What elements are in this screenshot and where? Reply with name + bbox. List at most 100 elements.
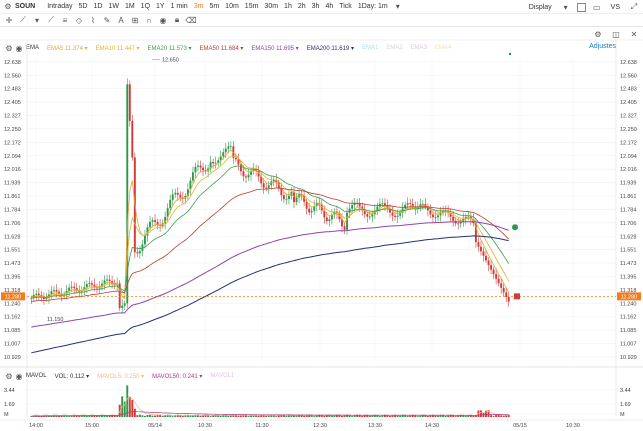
adjust-label[interactable]: Adjustes — [589, 43, 616, 50]
candle-body — [265, 187, 268, 189]
settings-icon[interactable]: ⚙ — [5, 43, 13, 53]
brush-icon[interactable]: ✎ — [103, 15, 111, 25]
candle-body — [128, 84, 131, 121]
range-1m[interactable]: 1M — [124, 3, 135, 10]
fib-icon[interactable]: ≡ — [62, 15, 68, 25]
interval-15m[interactable]: 15m — [244, 3, 259, 10]
legend-ema200[interactable]: EMA200 11.619 ▾ — [306, 45, 354, 52]
time-axis-label: 15:00 — [85, 423, 99, 429]
interval-30m[interactable]: 30m — [264, 3, 279, 10]
candle-body — [295, 197, 298, 203]
crosshair-icon[interactable]: ✛ — [5, 15, 13, 25]
volume-bar — [454, 416, 457, 417]
volume-bar — [401, 414, 404, 417]
range-1w[interactable]: 1W — [108, 3, 119, 10]
interval-1h[interactable]: 1h — [284, 3, 292, 10]
legend-ema20[interactable]: EMA20 11.573 ▾ — [147, 45, 192, 52]
volume-bar — [391, 414, 394, 417]
vol-legend-mavol50[interactable]: MAVOL50: 0.241 ▾ — [152, 373, 203, 380]
legend-ema1[interactable]: EMA1 — [361, 44, 379, 51]
vol-legend-mavol5[interactable]: MAVOL5: 0.250 ▾ — [97, 373, 145, 380]
volume-bar — [298, 414, 301, 417]
range-1d[interactable]: 1D — [93, 3, 103, 10]
price-axis-label-right: 11.085 — [620, 328, 636, 334]
interval-3h[interactable]: 3h — [311, 3, 320, 10]
interval-tick[interactable]: Tick — [339, 3, 352, 10]
legend-ema150[interactable]: EMA150 11.695 ▾ — [251, 45, 299, 52]
price-axis-label-left: 12.638 — [4, 60, 21, 66]
candle-body — [285, 199, 288, 200]
time-axis-label: 14:00 — [29, 423, 43, 429]
legend-ema2[interactable]: EMA2 — [386, 44, 403, 51]
settings-icon[interactable]: ⚙ — [5, 371, 13, 381]
interval-10m[interactable]: 10m — [225, 3, 239, 10]
interval-5m[interactable]: 5m — [209, 3, 220, 10]
eye-icon[interactable]: ◉ — [15, 371, 23, 381]
eye-icon[interactable]: ◉ — [159, 15, 167, 25]
vs-button[interactable]: VS — [610, 3, 620, 11]
candle-body — [348, 208, 351, 213]
magnet-icon[interactable]: ∩ — [146, 15, 152, 25]
chevron-down-icon[interactable]: ▾ — [395, 2, 400, 11]
candle-body — [409, 203, 412, 204]
interval-4h[interactable]: 4h — [325, 3, 334, 10]
eye-icon[interactable]: ◉ — [15, 43, 23, 53]
range-1y[interactable]: 1Y — [156, 3, 165, 10]
range-1q[interactable]: 1Q — [140, 3, 151, 10]
line-tool-icon[interactable]: ⟋ — [20, 15, 26, 24]
legend-ema10[interactable]: EMA10 11.447 ▾ — [95, 45, 140, 52]
gear-icon[interactable]: ⚙ — [4, 2, 12, 11]
legend-ema50[interactable]: EMA50 11.684 ▾ — [199, 45, 244, 52]
indicator-name[interactable]: EMA — [26, 45, 40, 51]
chevron-down-icon[interactable]: ▾ — [563, 2, 568, 12]
text-icon[interactable]: A — [118, 15, 124, 25]
candle-body — [411, 203, 414, 207]
price-axis-label-right: 12.638 — [620, 60, 637, 66]
candle-body — [229, 146, 232, 148]
interval-2h[interactable]: 2h — [297, 3, 306, 10]
legend-ema4[interactable]: EMA4 — [434, 44, 452, 51]
volume-axis-label-left: M — [4, 412, 9, 418]
volume-bar — [404, 414, 407, 417]
candle-body — [472, 219, 475, 224]
interval-1min[interactable]: 1 min — [170, 3, 188, 10]
vol-legend-vol[interactable]: VOL: 0.112 ▾ — [54, 373, 90, 380]
interval-1day-dropdown[interactable]: 1Day: 1m — [357, 3, 388, 10]
measure-icon[interactable]: ⊞ — [131, 15, 139, 25]
shape-icon[interactable]: ◇ — [75, 15, 83, 25]
volume-indicator-name[interactable]: MAVOL — [26, 373, 47, 379]
interval-3m[interactable]: 3m — [193, 3, 204, 10]
settings-icon[interactable]: ⚙ — [594, 30, 602, 39]
candle-body — [234, 157, 237, 160]
trash-icon[interactable]: ⌫ — [185, 15, 197, 25]
volume-bar — [131, 400, 134, 417]
candle-body — [500, 283, 503, 288]
trend-icon[interactable]: ⟋ — [48, 15, 54, 24]
close-icon[interactable]: ✕ — [630, 30, 638, 39]
volume-bar — [224, 414, 227, 417]
ema10-line — [31, 155, 510, 299]
price-axis-label-right: 11.939 — [620, 181, 636, 187]
candle-body — [303, 195, 306, 202]
top-toolbar: ⚙ SOUN Intraday 5D 1D 1W 1M 1Q 1Y 1 min … — [0, 0, 643, 14]
candle-body — [320, 204, 323, 211]
symbol-label[interactable]: SOUN — [15, 3, 36, 10]
now-indicator — [508, 52, 512, 56]
checkbox-icon[interactable] — [576, 2, 586, 12]
layout-icon[interactable]: ▭ — [592, 2, 601, 12]
lock-icon[interactable]: 🔒︎ — [174, 15, 180, 24]
range-intraday[interactable]: Intraday — [47, 3, 73, 10]
range-5d[interactable]: 5D — [78, 3, 88, 10]
display-dropdown[interactable]: Display — [528, 3, 552, 11]
path-icon[interactable]: ⌇ — [91, 15, 95, 25]
volume-bar — [136, 415, 139, 417]
legend-ema3[interactable]: EMA3 — [410, 44, 427, 51]
candle-body — [70, 286, 73, 288]
candle-body — [457, 223, 460, 225]
current-price-tag-right — [617, 292, 641, 301]
vol-legend-mavol1[interactable]: MAVOL1 — [210, 372, 235, 379]
fullscreen-icon[interactable]: ⤢ — [630, 2, 638, 11]
camera-icon[interactable]: ◫ — [612, 30, 620, 39]
legend-ema5[interactable]: EMA5 11.374 ▾ — [47, 45, 88, 52]
chevron-down-icon[interactable]: ▾ — [34, 15, 39, 25]
